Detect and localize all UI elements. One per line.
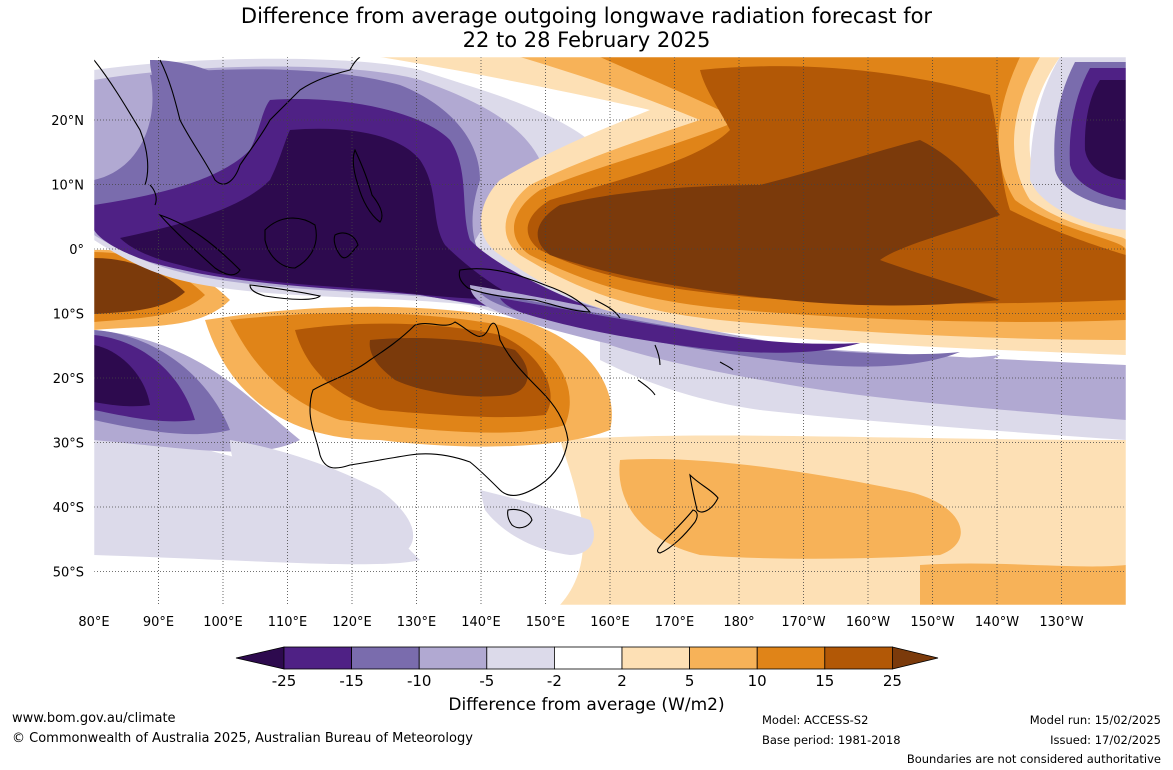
latitude-tick-label: 20°S	[53, 372, 84, 387]
legend-tick-label: 2	[617, 672, 627, 690]
legend-tick-label: -2	[547, 672, 562, 690]
longitude-tick-label: 160°W	[846, 615, 890, 630]
coastlines	[94, 57, 734, 554]
new-zealand-south-island-coastline	[656, 509, 698, 554]
longitude-tick-label: 160°E	[590, 615, 630, 630]
legend-tick-label: 15	[815, 672, 834, 690]
footer-issued: Issued: 17/02/2025	[1050, 733, 1161, 747]
legend-color-swatch	[756, 646, 826, 670]
legend-color-swatch	[486, 646, 555, 670]
longitude-tick-label: 150°E	[526, 615, 566, 630]
anomaly-region-darkest-orange-equatorial-indian	[94, 258, 185, 314]
latitude-tick-label: 10°S	[53, 308, 84, 323]
longitude-tick-label: 80°E	[78, 615, 109, 630]
legend-color-swatch	[351, 646, 420, 670]
anomaly-region-darkest-purple-maritime	[120, 128, 520, 300]
anomaly-region-light-orange-tasman	[619, 459, 961, 559]
title-line-1: Difference from average outgoing longwav…	[240, 4, 933, 28]
legend-color-swatch	[418, 646, 488, 670]
longitude-tick-label: 130°E	[397, 615, 437, 630]
anomaly-region-deep-purple-spcz	[500, 298, 860, 353]
fiji-coastline	[719, 361, 734, 371]
longitude-tick-label: 90°E	[143, 615, 174, 630]
legend-tick-label: -5	[479, 672, 494, 690]
latitude-tick-label: 50°S	[53, 566, 84, 581]
new-caledonia-coastline	[637, 379, 656, 396]
latitude-tick-label: 0°	[69, 243, 84, 258]
legend-color-swatch	[283, 646, 352, 670]
longitude-tick-label: 180°	[723, 615, 754, 630]
longitude-tick-label: 110°E	[268, 615, 308, 630]
longitude-tick-label: 140°E	[461, 615, 501, 630]
gridlines	[94, 57, 1126, 605]
map-field	[94, 57, 1126, 605]
latitude-labels: 20°N 10°N 0° 10°S 20°S 30°S 40°S 50°S	[51, 114, 84, 581]
latitude-tick-label: 10°N	[51, 179, 84, 194]
sumatra-coastline	[158, 213, 241, 276]
anomaly-region-pale-purple-wa	[230, 440, 414, 555]
indochina-coastline	[159, 57, 361, 185]
legend-colorbar: -25 -15 -10 -5 -2 2 5 10 15 25	[235, 646, 939, 690]
anomaly-region-light-orange-se-pacific	[920, 563, 1126, 605]
legend-tick-label: -25	[272, 672, 297, 690]
longitude-tick-label: 150°W	[910, 615, 954, 630]
latitude-tick-label: 30°S	[53, 437, 84, 452]
legend-tick-label: -10	[407, 672, 432, 690]
anomaly-region-darkest-orange-australia	[369, 338, 528, 397]
new-guinea-coastline	[458, 268, 592, 313]
legend-tick-label: 10	[748, 672, 767, 690]
india-coastline	[94, 59, 149, 186]
footer-model-run: Model run: 15/02/2025	[1029, 713, 1161, 727]
olr-anomaly-map: 80°E 90°E 100°E 110°E 120°E 130°E 140°E 150°E 16…	[51, 56, 1127, 690]
australia-coastline	[309, 321, 569, 496]
legend-unit-label: Difference from average (W/m2)	[448, 695, 725, 715]
longitude-tick-label: 100°E	[203, 615, 243, 630]
anomaly-region-mid-purple-spcz	[480, 292, 960, 367]
borneo-coastline	[264, 217, 317, 269]
footer-base-period: Base period: 1981-2018	[762, 733, 901, 747]
longitude-tick-label: 170°E	[655, 615, 695, 630]
title-line-2: 22 to 28 February 2025	[462, 28, 711, 52]
java-coastline	[249, 284, 322, 300]
sulawesi-coastline	[333, 232, 359, 259]
footer-website[interactable]: www.bom.gov.au/climate	[12, 711, 176, 726]
philippines-coastline	[352, 148, 383, 223]
tasmania-coastline	[507, 508, 533, 529]
vanuatu-coastline	[654, 344, 661, 366]
legend-extension-high	[892, 646, 939, 670]
anomaly-region-darkest-purple-south-indian	[94, 345, 150, 407]
latitude-tick-label: 40°S	[53, 501, 84, 516]
new-zealand-north-island-coastline	[689, 473, 719, 513]
anomaly-region-darkest-purple-ne-pacific	[1084, 80, 1126, 180]
longitude-tick-label: 140°W	[975, 615, 1019, 630]
solomon-islands-coastline	[594, 299, 621, 319]
longitude-tick-label: 130°W	[1039, 615, 1083, 630]
sri-lanka-coastline	[149, 184, 157, 206]
footer-copyright: © Commonwealth of Australia 2025, Austra…	[12, 731, 473, 746]
legend-color-swatch	[689, 646, 758, 670]
longitude-labels: 80°E 90°E 100°E 110°E 120°E 130°E 140°E 150°E 16…	[78, 615, 1083, 630]
legend-tick-label: -15	[339, 672, 364, 690]
legend-tick-label: 25	[883, 672, 902, 690]
footer-model: Model: ACCESS-S2	[762, 713, 869, 727]
map-border	[93, 56, 1127, 606]
longitude-tick-label: 170°W	[781, 615, 825, 630]
latitude-tick-label: 20°N	[51, 114, 84, 129]
legend-extension-low	[235, 646, 285, 670]
anomaly-region-darkest-orange-pacific	[537, 140, 1000, 306]
footer-boundaries-note: Boundaries are not considered authoritat…	[906, 752, 1161, 766]
anomaly-region-pale-purple-sa	[480, 490, 594, 555]
map-title: Difference from average outgoing longwav…	[0, 4, 1173, 52]
legend-tick-label: 5	[685, 672, 695, 690]
longitude-tick-label: 120°E	[332, 615, 372, 630]
legend-color-swatch	[554, 646, 623, 670]
legend-color-swatch	[621, 646, 690, 670]
legend-color-swatch	[824, 646, 893, 670]
